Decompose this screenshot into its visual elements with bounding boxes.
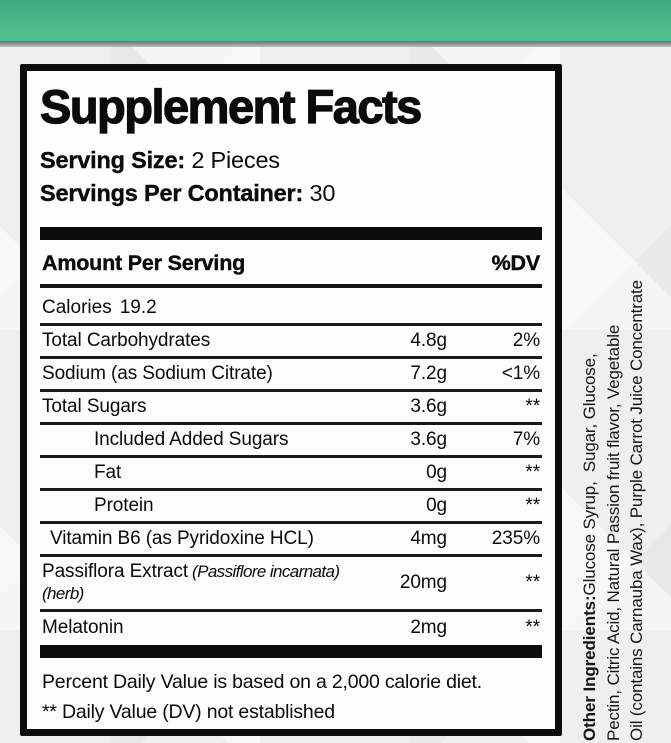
nutrient-dv: ** — [525, 395, 540, 417]
nutrient-dv: 2% — [512, 329, 540, 351]
nutrient-name: Included Added Sugars — [94, 428, 289, 450]
nutrient-amount: 3.6g — [410, 428, 447, 450]
calories-label: Calories — [42, 296, 112, 318]
footnote-dv-not-established: ** Daily Value (DV) not established — [42, 700, 335, 723]
nutrient-dv: 235% — [491, 527, 540, 549]
nutrient-row: Total Sugars 3.6g ** — [40, 392, 542, 425]
other-ingredients-vertical-text: Other Ingredients:Glucose Syrup, Sugar, … — [578, 0, 663, 743]
footnote-daily-value: Percent Daily Value is based on a 2,000 … — [42, 670, 482, 693]
serving-size-label: Serving Size: — [40, 146, 186, 173]
panel-title: Supplement Facts — [39, 79, 423, 133]
nutrient-dv: ** — [525, 461, 540, 483]
calories-row: Calories 19.2 — [40, 288, 542, 326]
dv-header: %DV — [491, 250, 540, 275]
nutrient-row: Included Added Sugars 3.6g 7% — [40, 425, 542, 458]
nutrient-dv: ** — [525, 617, 540, 639]
nutrient-amount: 4.8g — [410, 329, 447, 351]
nutrient-name: Fat — [94, 461, 122, 483]
serving-size-value: 2 Pieces — [191, 146, 280, 173]
nutrient-dv: 7% — [512, 428, 540, 450]
nutrient-amount: 7.2g — [410, 362, 447, 384]
nutrient-name: Melatonin — [42, 617, 124, 639]
header-rule — [40, 283, 542, 288]
nutrient-row: Fat 0g ** — [40, 458, 542, 491]
separator-bar-top — [40, 226, 542, 240]
nutrient-row: Melatonin 2mg ** — [40, 612, 542, 645]
nutrient-dv: ** — [525, 571, 540, 593]
nutrient-name: Passiflora Extract (Passiflore incarnata)… — [42, 560, 340, 603]
top-green-band — [0, 0, 671, 41]
nutrient-name-latin: (Passiflore incarnata)(herb) — [42, 561, 340, 603]
amount-per-serving-header: Amount Per Serving — [42, 250, 246, 275]
nutrient-table: Total Carbohydrates 4.8g 2% Sodium (as S… — [40, 326, 542, 645]
nutrient-dv: <1% — [501, 362, 540, 384]
nutrient-name: Vitamin B6 (as Pyridoxine HCL) — [50, 527, 314, 549]
other-ingredients-line: Oil (contains Carnauba Wax), Purple Carr… — [627, 280, 646, 741]
nutrient-row: Vitamin B6 (as Pyridoxine HCL) 4mg 235% — [40, 524, 542, 557]
other-ingredients-line: Pectin, Citric Acid, Natural Passion fru… — [603, 324, 623, 741]
other-ingredients-lines: Other Ingredients:Glucose Syrup, Sugar, … — [578, 0, 649, 743]
table-header-row: Amount Per Serving %DV — [40, 240, 542, 284]
nutrient-name: Total Carbohydrates — [42, 329, 211, 351]
nutrient-amount: 4mg — [410, 527, 447, 549]
nutrient-row: Protein 0g ** — [40, 491, 542, 524]
nutrient-amount: 0g — [426, 461, 447, 483]
servings-per-container-line: Servings Per Container: 30 — [40, 177, 542, 210]
supplement-facts-panel: Supplement Facts Serving Size: 2 Pieces … — [20, 64, 562, 736]
nutrient-name: Protein — [94, 494, 154, 516]
nutrient-name: Sodium (as Sodium Citrate) — [42, 362, 273, 384]
servings-per-container-value: 30 — [309, 180, 336, 207]
nutrient-row: Total Carbohydrates 4.8g 2% — [40, 326, 542, 359]
band-divider — [0, 41, 671, 47]
other-ingredients-line: Other Ingredients:Glucose Syrup, Sugar, … — [580, 353, 599, 741]
calories-value: 19.2 — [119, 296, 157, 318]
nutrient-dv: ** — [525, 494, 540, 516]
separator-bar-bottom — [40, 644, 542, 658]
servings-per-container-label: Servings Per Container: — [40, 180, 304, 207]
nutrient-row: Passiflora Extract (Passiflore incarnata)… — [40, 557, 542, 612]
nutrient-amount: 2mg — [410, 617, 447, 639]
nutrient-amount: 0g — [426, 494, 447, 516]
nutrient-name: Total Sugars — [42, 395, 147, 417]
nutrient-amount: 20mg — [399, 571, 447, 593]
serving-size-line: Serving Size: 2 Pieces — [40, 144, 542, 177]
nutrient-row: Sodium (as Sodium Citrate) 7.2g <1% — [40, 359, 542, 392]
nutrient-amount: 3.6g — [410, 395, 447, 417]
